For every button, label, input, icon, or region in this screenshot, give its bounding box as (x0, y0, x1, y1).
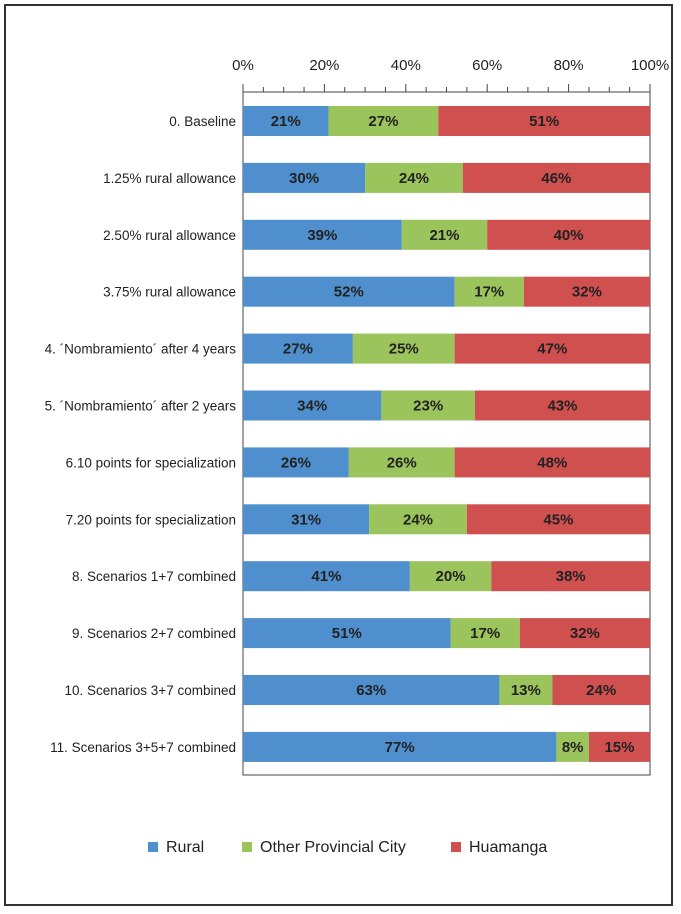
bar-segment-huamanga (491, 561, 650, 592)
x-tick-label: 40% (391, 57, 421, 74)
category-label: 6.10 points for specialization (66, 455, 236, 470)
data-label: 45% (543, 511, 573, 528)
bar-segment-rural (243, 675, 500, 705)
data-label: 48% (537, 454, 567, 471)
x-tick-label: 0% (232, 57, 254, 74)
data-label: 63% (356, 682, 386, 699)
bar-segment-huamanga (519, 618, 650, 649)
data-label: 77% (385, 739, 415, 756)
data-label: 51% (529, 113, 559, 130)
data-label: 52% (334, 284, 364, 301)
data-label: 27% (283, 341, 313, 358)
plot-area-border (242, 91, 651, 776)
category-label: 2.50% rural allowance (103, 228, 236, 243)
bar-segment-huamanga (523, 276, 650, 307)
category-label: 11. Scenarios 3+5+7 combined (50, 740, 236, 755)
data-label: 26% (387, 454, 417, 471)
bar-segment-rural (243, 162, 366, 193)
bar-segment-rural (243, 333, 353, 364)
bar-segment-other-provincial-city (328, 106, 439, 136)
category-label: 1.25% rural allowance (103, 171, 236, 186)
bar-segment-other-provincial-city (348, 447, 455, 478)
data-label: 32% (570, 625, 600, 642)
bar-segment-rural (243, 447, 349, 478)
data-label: 26% (281, 454, 311, 471)
category-label: 4. ´Nombramiento´ after 4 years (45, 342, 237, 357)
bar-segment-other-provincial-city (401, 219, 488, 250)
bar-segment-other-provincial-city (409, 561, 492, 592)
data-label: 38% (556, 568, 586, 585)
data-label: 31% (291, 511, 321, 528)
bar-segment-rural (243, 390, 382, 421)
bar-segment-other-provincial-city (381, 390, 475, 421)
bar-segment-rural (243, 219, 402, 250)
bar-segment-huamanga (438, 106, 650, 136)
x-tick-label: 100% (631, 57, 669, 74)
x-tick-label: 20% (309, 57, 339, 74)
bar-segment-other-provincial-city (454, 276, 524, 307)
category-label: 7.20 points for specialization (66, 512, 236, 527)
data-label: 43% (547, 398, 577, 415)
data-label: 21% (271, 113, 301, 130)
bar-segment-other-provincial-city (556, 731, 589, 762)
data-label: 24% (586, 682, 616, 699)
bar-segment-rural (243, 504, 370, 535)
legend-swatch (242, 842, 252, 852)
category-label: 10. Scenarios 3+7 combined (65, 683, 237, 698)
data-label: 41% (311, 568, 341, 585)
data-label: 47% (537, 341, 567, 358)
bar-segment-other-provincial-city (450, 618, 520, 649)
data-label: 17% (470, 625, 500, 642)
data-label: 46% (541, 170, 571, 187)
data-label: 15% (604, 739, 634, 756)
bar-segment-other-provincial-city (499, 675, 553, 705)
bar-segment-huamanga (466, 504, 650, 535)
data-label: 34% (297, 398, 327, 415)
data-label: 40% (554, 227, 584, 244)
data-label: 25% (389, 341, 419, 358)
category-label: 9. Scenarios 2+7 combined (72, 626, 236, 641)
legend-label: Huamanga (469, 839, 547, 856)
data-label: 17% (474, 284, 504, 301)
x-tick-label: 80% (554, 57, 584, 74)
bar-segment-rural (243, 106, 329, 136)
bar-segment-huamanga (474, 390, 650, 421)
data-label: 20% (436, 568, 466, 585)
data-label: 32% (572, 284, 602, 301)
data-label: 51% (332, 625, 362, 642)
data-label: 13% (511, 682, 541, 699)
bar-segment-other-provincial-city (352, 333, 455, 364)
category-label: 8. Scenarios 1+7 combined (72, 569, 236, 584)
data-label: 21% (429, 227, 459, 244)
legend-label: Rural (166, 839, 204, 856)
bar-segment-huamanga (487, 219, 650, 250)
bar-segment-rural (243, 561, 410, 592)
bar-segment-other-provincial-city (369, 504, 467, 535)
data-label: 39% (307, 227, 337, 244)
data-label: 30% (289, 170, 319, 187)
legend-label: Other Provincial City (260, 839, 406, 856)
bar-segment-huamanga (462, 162, 650, 193)
data-label: 23% (413, 398, 443, 415)
bar-segment-rural (243, 276, 455, 307)
data-label: 8% (562, 739, 584, 756)
bar-segment-huamanga (454, 447, 650, 478)
data-label: 27% (368, 113, 398, 130)
bar-segment-rural (243, 618, 451, 649)
category-label: 5. ´Nombramiento´ after 2 years (45, 399, 237, 414)
legend-swatch (451, 842, 461, 852)
data-label: 24% (403, 511, 433, 528)
bar-segment-huamanga (588, 731, 650, 762)
bar-segment-other-provincial-city (365, 162, 463, 193)
data-label: 24% (399, 170, 429, 187)
category-label: 0. Baseline (169, 114, 236, 129)
bar-segment-rural (243, 731, 557, 762)
category-label: 3.75% rural allowance (103, 285, 236, 300)
x-tick-label: 60% (472, 57, 502, 74)
bar-segment-huamanga (454, 333, 650, 364)
bar-segment-huamanga (552, 675, 650, 705)
legend-swatch (148, 842, 158, 852)
